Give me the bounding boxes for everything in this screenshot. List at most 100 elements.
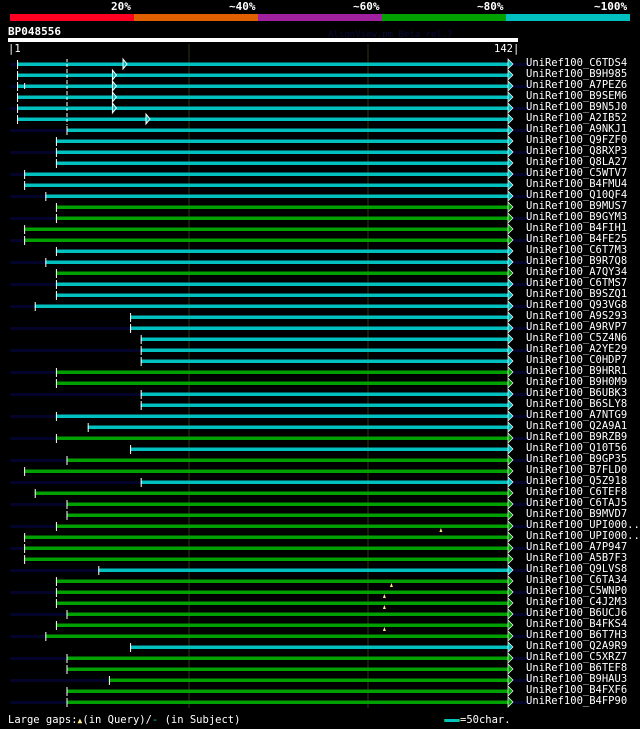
- hit-label[interactable]: UniRef100_B4FE25: [526, 233, 628, 245]
- scale-swatch: [444, 718, 460, 722]
- alignment-bar: [55, 150, 509, 154]
- hit-label[interactable]: UniRef100_B9SZQ1: [526, 288, 628, 300]
- hit-label[interactable]: UniRef100_A7P947: [526, 541, 628, 553]
- hit-label[interactable]: UniRef100_C6TMS7: [526, 277, 628, 289]
- hit-label[interactable]: UniRef100_A9RVP7: [526, 321, 628, 333]
- hit-label[interactable]: UniRef100_C6T7M3: [526, 244, 628, 256]
- end-arrow-icon: [507, 124, 514, 136]
- hit-label[interactable]: UniRef100_UPI000..: [526, 519, 640, 531]
- hit-label[interactable]: UniRef100_A2YE29: [526, 343, 628, 355]
- hit-label[interactable]: UniRef100_B9MUS7: [526, 200, 628, 212]
- alignment-bar: [24, 535, 509, 539]
- hit-label[interactable]: UniRef100_Q2A9A1: [526, 420, 628, 432]
- hit-label[interactable]: UniRef100_B9H985: [526, 68, 628, 80]
- hit-label[interactable]: UniRef100_Q8LA27: [526, 156, 628, 168]
- hit-label[interactable]: UniRef100_B9SEM6: [526, 90, 628, 102]
- hit-label[interactable]: UniRef100_A2IB52: [526, 112, 628, 124]
- hit-label[interactable]: UniRef100_A9NKJ1: [526, 123, 628, 135]
- hit-label[interactable]: UniRef100_B6UCJ6: [526, 607, 628, 619]
- alignment-bar: [140, 348, 508, 352]
- end-arrow-icon: [507, 597, 514, 609]
- percent-label-40: ~40%: [229, 0, 256, 13]
- alignment-bar: [34, 491, 509, 495]
- percent-label-80: ~80%: [477, 0, 504, 13]
- hit-label[interactable]: UniRef100_B9HRR1: [526, 365, 628, 377]
- alignment-bar: [24, 227, 509, 231]
- end-arrow-icon: [507, 531, 514, 543]
- alignment-bar: [66, 502, 509, 506]
- gap-arrow-icon: [111, 90, 118, 104]
- hit-label[interactable]: UniRef100_B4FP90: [526, 695, 628, 707]
- hit-label[interactable]: UniRef100_C5XRZ7: [526, 651, 628, 663]
- hit-label[interactable]: UniRef100_C0HDP7: [526, 354, 628, 366]
- query-gap-icon: [389, 583, 393, 587]
- hit-label[interactable]: UniRef100_C6TEF8: [526, 486, 628, 498]
- alignment-bar: [130, 447, 508, 451]
- hit-label[interactable]: UniRef100_A7NTG9: [526, 409, 628, 421]
- hit-label[interactable]: UniRef100_B9GP35: [526, 453, 628, 465]
- alignment-bar: [55, 249, 509, 253]
- hit-label[interactable]: UniRef100_UPI000..: [526, 530, 640, 542]
- hit-label[interactable]: UniRef100_Q9FZF0: [526, 134, 628, 146]
- hit-label[interactable]: UniRef100_C4J2M3: [526, 596, 628, 608]
- hit-label[interactable]: UniRef100_B9H0M9: [526, 376, 628, 388]
- hit-label[interactable]: UniRef100_C5Z4N6: [526, 332, 628, 344]
- hit-label[interactable]: UniRef100_Q8RXP3: [526, 145, 628, 157]
- end-arrow-icon: [507, 586, 514, 598]
- hit-label[interactable]: UniRef100_C6TA34: [526, 574, 628, 586]
- alignment-bar: [17, 117, 508, 121]
- hit-label[interactable]: UniRef100_B6T7H3: [526, 629, 628, 641]
- query-gap-icon: [382, 605, 386, 609]
- end-arrow-icon: [507, 333, 514, 345]
- hit-label[interactable]: UniRef100_B4FMU4: [526, 178, 628, 190]
- alignment-bar: [45, 260, 508, 264]
- hit-label[interactable]: UniRef100_B9HAU3: [526, 673, 628, 685]
- hit-label[interactable]: UniRef100_B6SLY8: [526, 398, 628, 410]
- alignment-bar: [55, 601, 509, 605]
- hit-label[interactable]: UniRef100_B7FLD0: [526, 464, 628, 476]
- hit-label[interactable]: UniRef100_Q10T56: [526, 442, 628, 454]
- hit-label[interactable]: UniRef100_B9GYM3: [526, 211, 628, 223]
- score-color-segment: [258, 14, 382, 21]
- hit-label[interactable]: UniRef100_A7QY34: [526, 266, 628, 278]
- hit-label[interactable]: UniRef100_A9S293: [526, 310, 628, 322]
- hit-label[interactable]: UniRef100_C6TAJ5: [526, 497, 628, 509]
- hit-label[interactable]: UniRef100_Q10QF4: [526, 189, 628, 201]
- alignment-bar: [66, 513, 509, 517]
- end-arrow-icon: [507, 454, 514, 466]
- hit-label[interactable]: UniRef100_C5WNP0: [526, 585, 628, 597]
- hit-label[interactable]: UniRef100_C6TDS4: [526, 57, 628, 69]
- end-arrow-icon: [507, 190, 514, 202]
- score-color-segment: [134, 14, 258, 21]
- hit-label[interactable]: UniRef100_B4FKS4: [526, 618, 628, 630]
- alignment-bar: [66, 128, 509, 132]
- gap-arrow-icon: [145, 112, 151, 126]
- end-arrow-icon: [507, 388, 514, 400]
- hit-label[interactable]: UniRef100_Q2A9R9: [526, 640, 628, 652]
- hit-label[interactable]: UniRef100_B6UBK3: [526, 387, 628, 399]
- hit-label[interactable]: UniRef100_B9RZB9: [526, 431, 628, 443]
- hit-label[interactable]: UniRef100_C5WTV7: [526, 167, 628, 179]
- hit-label[interactable]: UniRef100_B4FIH1: [526, 222, 628, 234]
- hit-label[interactable]: UniRef100_B9MVD7: [526, 508, 628, 520]
- hit-label[interactable]: UniRef100_B9N5J0: [526, 101, 628, 113]
- alignment-bar: [140, 337, 508, 341]
- hit-label[interactable]: UniRef100_Q9LVS8: [526, 563, 628, 575]
- end-arrow-icon: [507, 542, 514, 554]
- hit-label[interactable]: UniRef100_A7PEZ6: [526, 79, 628, 91]
- watermark: AlignView.pm Beta rel.7: [328, 30, 453, 40]
- hit-label[interactable]: UniRef100_A5B7F3: [526, 552, 628, 564]
- alignment-bar: [55, 623, 509, 627]
- alignment-bar: [45, 634, 508, 638]
- hit-label[interactable]: UniRef100_B4FXF6: [526, 684, 628, 696]
- hit-label[interactable]: UniRef100_Q5Z918: [526, 475, 628, 487]
- query-gap-icon: ▲: [77, 716, 83, 725]
- alignment-bar: [24, 238, 509, 242]
- hit-label[interactable]: UniRef100_B6TEF8: [526, 662, 628, 674]
- end-arrow-icon: [507, 69, 514, 81]
- hit-label[interactable]: UniRef100_Q93VG8: [526, 299, 628, 311]
- alignment-bar: [24, 546, 509, 550]
- legend-query: (in Query)/: [82, 714, 152, 726]
- alignment-bar: [17, 62, 508, 66]
- hit-label[interactable]: UniRef100_B9R7Q8: [526, 255, 628, 267]
